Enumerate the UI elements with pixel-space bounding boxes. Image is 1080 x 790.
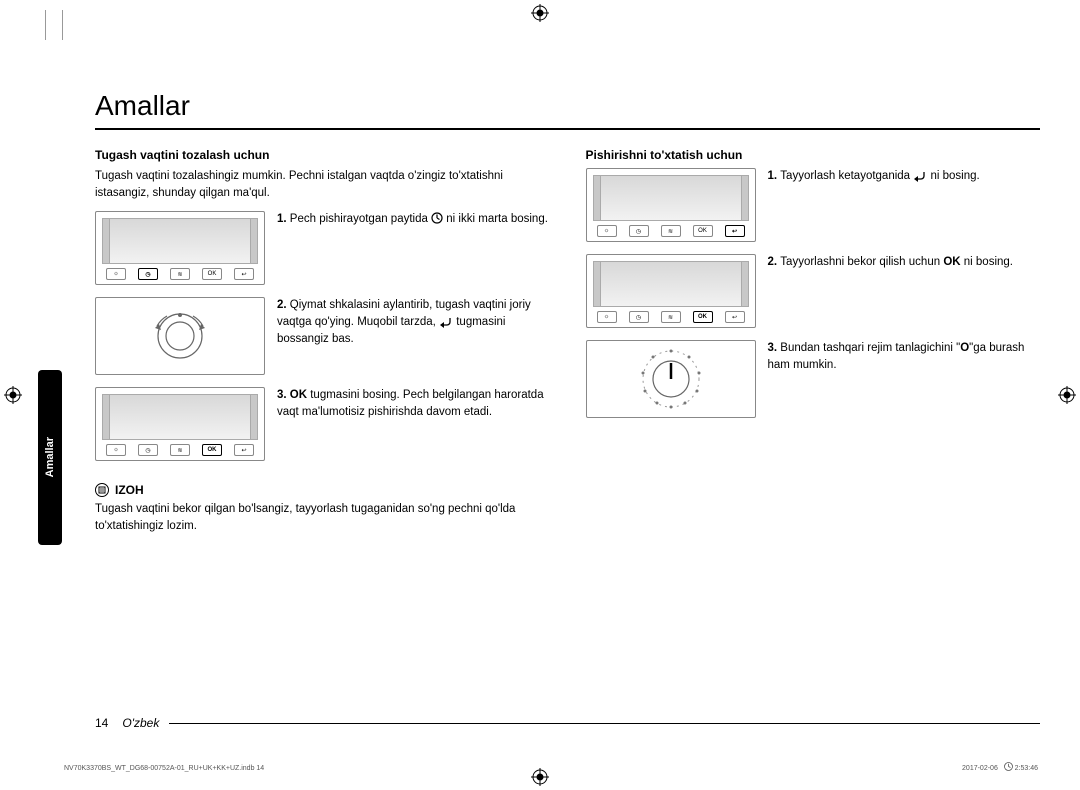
print-date-info: 2017-02-06 2:53:46 (962, 762, 1038, 772)
panel-btn-clock: ◷ (629, 225, 649, 237)
columns: Tugash vaqtini tozalash uchun Tugash vaq… (95, 148, 1040, 545)
step-text: 3. OK tugmasini bosing. Pech belgilangan… (277, 387, 550, 420)
panel-btn-clock: ◷ (138, 268, 158, 280)
note-block: IZOH Tugash vaqtini bekor qilgan bo'lsan… (95, 483, 550, 534)
button-row: ☼ ◷ ≋ OK ↩ (102, 440, 258, 456)
panel-figure: ☼ ◷ ≋ OK ↩ (586, 254, 756, 328)
note-icon (95, 483, 109, 497)
panel-btn-ok: OK (202, 268, 222, 280)
button-row: ☼ ◷ ≋ OK ↩ (593, 307, 749, 323)
panel-btn-temp: ≋ (661, 311, 681, 323)
trim-line (62, 10, 63, 40)
step-bold: OK (943, 256, 960, 268)
crop-mark-left (4, 386, 22, 404)
intro-left: Tugash vaqtini tozalashingiz mumkin. Pec… (95, 168, 550, 201)
panel-btn-ok: OK (693, 311, 713, 323)
button-row: ☼ ◷ ≋ OK ↩ (102, 264, 258, 280)
dial-icon (135, 306, 225, 366)
step-row: ☼ ◷ ≋ OK ↩ 2. Tayyorlashni bekor qilish … (586, 254, 1041, 328)
panel-btn-clock: ◷ (138, 444, 158, 456)
trim-line (45, 10, 46, 40)
panel-btn-back: ↩ (725, 311, 745, 323)
mode-dial-icon (626, 343, 716, 415)
step-num: 2. (768, 256, 781, 268)
subhead-left: Tugash vaqtini tozalash uchun (95, 148, 550, 162)
crop-mark-right (1058, 386, 1076, 404)
panel-btn-ok: OK (693, 225, 713, 237)
panel-btn-back: ↩ (725, 225, 745, 237)
step-num: 3. (277, 389, 290, 401)
panel-figure: ☼ ◷ ≋ OK ↩ (95, 211, 265, 285)
page-title: Amallar (95, 90, 1040, 122)
page-number: 14 (95, 716, 108, 730)
panel-btn-ok: OK (202, 444, 222, 456)
back-icon (439, 315, 453, 327)
step-row: ☼ ◷ ≋ OK ↩ 3. OK tugmasini bosing. Pech … (95, 387, 550, 461)
page-footer: 14 O'zbek (95, 716, 1040, 730)
step-num: 1. (277, 213, 290, 225)
dial-figure (95, 297, 265, 375)
page-content: Amallar Tugash vaqtini tozalash uchun Tu… (95, 90, 1040, 730)
side-tab-label: Amallar (44, 437, 56, 477)
oven-display (593, 175, 749, 221)
print-file-info: NV70K3370BS_WT_DG68-00752A-01_RU+UK+KK+U… (64, 765, 264, 772)
step-num: 3. (768, 342, 781, 354)
panel-btn-light: ☼ (597, 225, 617, 237)
panel-figure: ☼ ◷ ≋ OK ↩ (586, 168, 756, 242)
panel-btn-back: ↩ (234, 268, 254, 280)
panel-btn-light: ☼ (106, 444, 126, 456)
step-bold: O (960, 342, 969, 354)
step-num: 1. (768, 170, 781, 182)
panel-btn-clock: ◷ (629, 311, 649, 323)
step-text: 1. Pech pishirayotgan paytida ni ikki ma… (277, 211, 550, 228)
column-left: Tugash vaqtini tozalash uchun Tugash vaq… (95, 148, 550, 545)
step-num: 2. (277, 299, 290, 311)
back-icon (913, 169, 927, 181)
step-row: 3. Bundan tashqari rejim tanlagichini "O… (586, 340, 1041, 418)
panel-btn-temp: ≋ (170, 444, 190, 456)
note-head: IZOH (95, 483, 550, 497)
panel-figure: ☼ ◷ ≋ OK ↩ (95, 387, 265, 461)
step-text: 2. Qiymat shkalasini aylantirib, tugash … (277, 297, 550, 347)
note-text: Tugash vaqtini bekor qilgan bo'lsangiz, … (95, 501, 550, 534)
steps-left: ☼ ◷ ≋ OK ↩ 1. Pech pishirayotgan paytida… (95, 211, 550, 461)
button-row: ☼ ◷ ≋ OK ↩ (593, 221, 749, 237)
mode-dial-figure (586, 340, 756, 418)
panel-btn-light: ☼ (597, 311, 617, 323)
panel-btn-temp: ≋ (661, 225, 681, 237)
step-text: 2. Tayyorlashni bekor qilish uchun OK ni… (768, 254, 1041, 271)
step-row: 2. Qiymat shkalasini aylantirib, tugash … (95, 297, 550, 375)
clock-icon (431, 212, 443, 224)
step-row: ☼ ◷ ≋ OK ↩ 1. Tayyorlash ketayotganida n… (586, 168, 1041, 242)
clock-icon (1004, 762, 1013, 771)
step-row: ☼ ◷ ≋ OK ↩ 1. Pech pishirayotgan paytida… (95, 211, 550, 285)
subhead-right: Pishirishni to'xtatish uchun (586, 148, 1041, 162)
oven-display (102, 394, 258, 440)
panel-btn-back: ↩ (234, 444, 254, 456)
side-tab: Amallar (38, 370, 62, 545)
title-rule (95, 128, 1040, 130)
footer-rule (169, 723, 1040, 724)
panel-btn-light: ☼ (106, 268, 126, 280)
crop-mark-bottom (531, 768, 549, 786)
oven-display (593, 261, 749, 307)
panel-btn-temp: ≋ (170, 268, 190, 280)
note-label: IZOH (115, 483, 144, 497)
column-right: Pishirishni to'xtatish uchun ☼ ◷ ≋ OK ↩ (586, 148, 1041, 545)
page-language: O'zbek (122, 716, 159, 730)
crop-mark-top (531, 4, 549, 22)
step-bold: OK (290, 389, 307, 401)
steps-right: ☼ ◷ ≋ OK ↩ 1. Tayyorlash ketayotganida n… (586, 168, 1041, 418)
step-text: 1. Tayyorlash ketayotganida ni bosing. (768, 168, 1041, 185)
oven-display (102, 218, 258, 264)
step-text: 3. Bundan tashqari rejim tanlagichini "O… (768, 340, 1041, 373)
